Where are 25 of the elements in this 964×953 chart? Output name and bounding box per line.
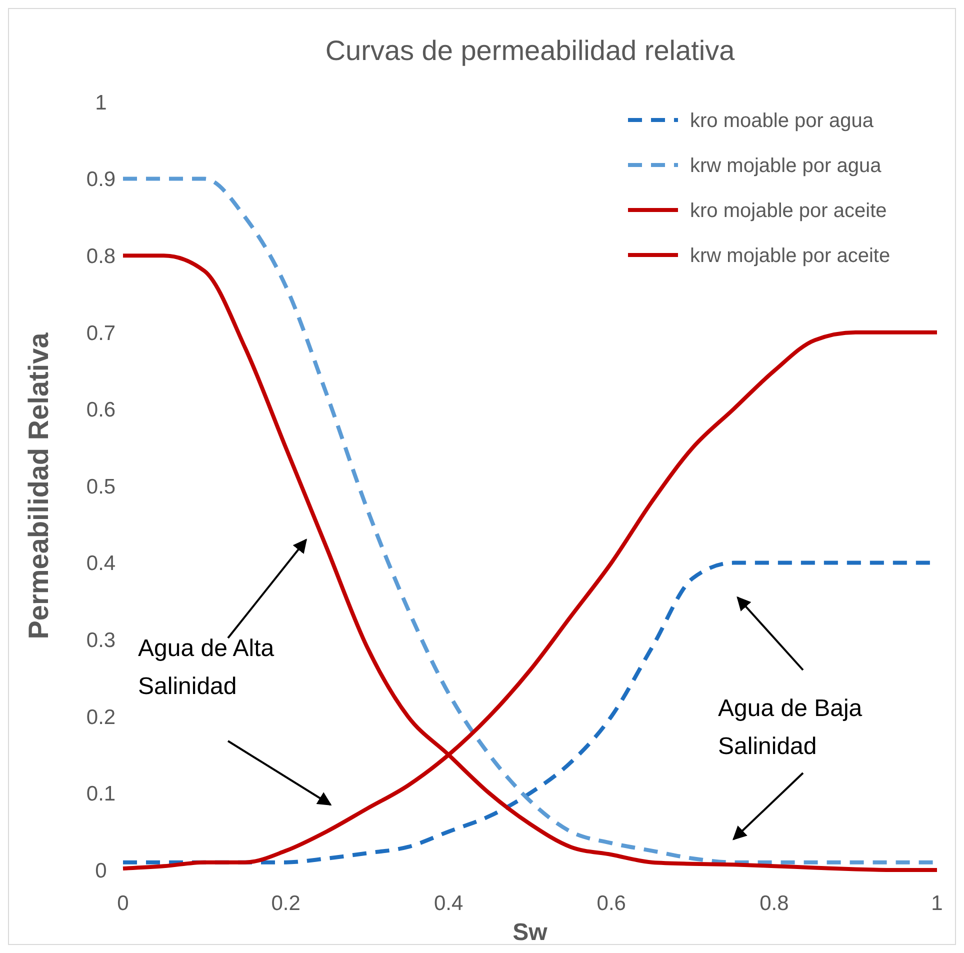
x-tick-label: 0.2 xyxy=(271,892,300,915)
annotation: Agua de Baja Salinidad xyxy=(718,695,863,760)
y-axis-title: Permeabilidad Relativa xyxy=(23,332,54,640)
x-tick-label: 0.6 xyxy=(596,892,626,915)
y-tick-label: 0.7 xyxy=(86,322,116,345)
x-tick-label: 0.4 xyxy=(434,892,464,915)
legend-label: krw mojable por agua xyxy=(690,155,882,177)
x-tick-label: 1 xyxy=(931,892,943,915)
x-tick-label: 0.8 xyxy=(760,892,789,915)
y-tick-label: 1 xyxy=(95,91,107,114)
y-tick-label: 0.5 xyxy=(86,475,116,498)
y-tick-label: 0 xyxy=(95,859,107,882)
y-tick-label: 0.4 xyxy=(86,552,116,576)
y-tick-label: 0.6 xyxy=(86,398,116,422)
x-axis-title: Sw xyxy=(512,919,548,946)
y-tick-label: 0.8 xyxy=(86,244,116,268)
legend-label: krw mojable por aceite xyxy=(690,245,890,267)
y-tick-label: 0.2 xyxy=(86,706,116,729)
annotation: Agua de Alta Salinidad xyxy=(138,635,275,700)
y-tick-label: 0.1 xyxy=(86,782,116,806)
legend-label: kro mojable por aceite xyxy=(690,200,887,222)
legend-label: kro moable por agua xyxy=(690,110,874,132)
y-tick-label: 0.3 xyxy=(86,628,116,652)
chart-title: Curvas de permeabilidad relativa xyxy=(325,35,736,66)
y-tick-label: 0.9 xyxy=(86,168,116,192)
